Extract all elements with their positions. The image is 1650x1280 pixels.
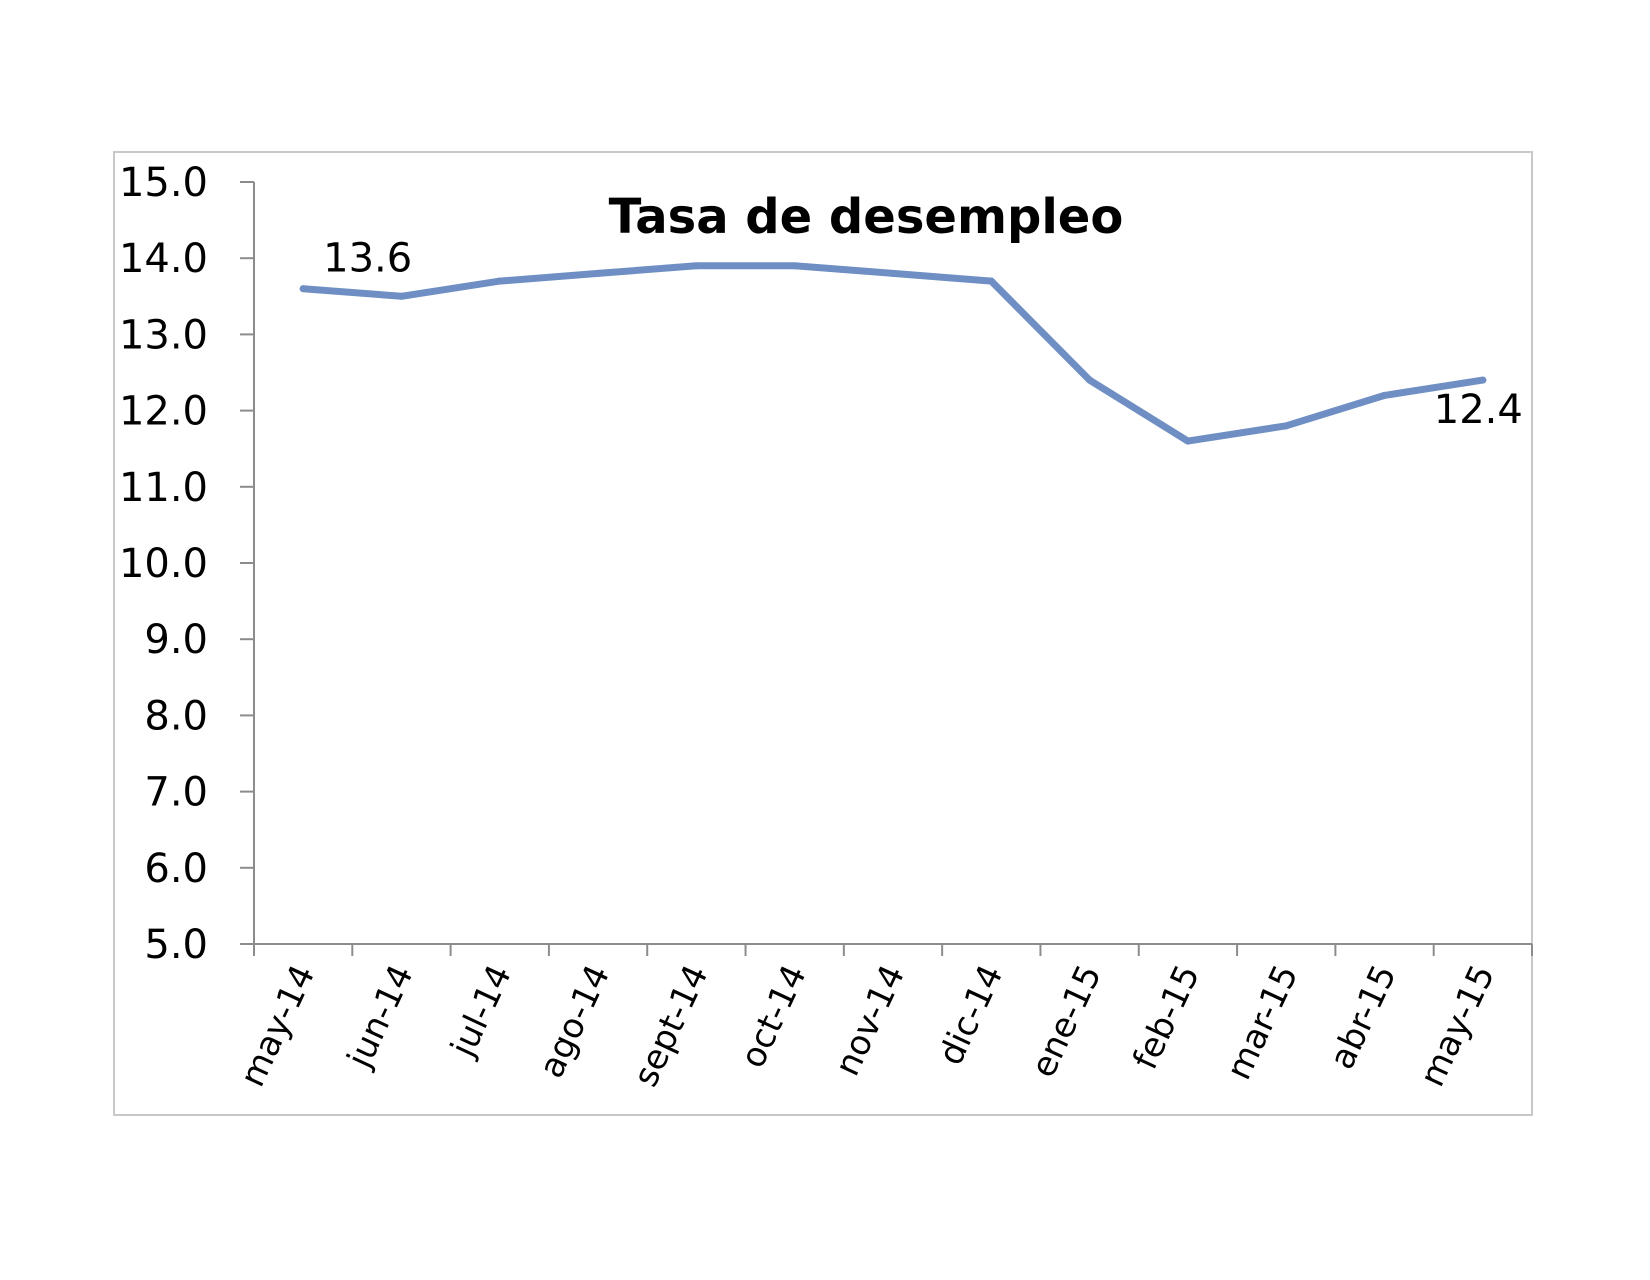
- data-point: [1381, 391, 1389, 399]
- data-point: [889, 269, 897, 277]
- data-label-layer: 13.6 12.4: [323, 236, 1523, 433]
- data-point: [1479, 376, 1487, 384]
- data-point: [791, 262, 799, 270]
- data-point: [496, 277, 504, 285]
- y-tick-label: 11.0: [119, 465, 208, 511]
- data-point: [1086, 376, 1094, 384]
- y-tick-label: 13.0: [119, 312, 208, 358]
- chart-title: Tasa de desempleo: [609, 189, 1124, 245]
- data-point: [1282, 422, 1290, 430]
- chart-border: [113, 151, 1533, 1116]
- y-tick-label: 6.0: [144, 846, 208, 892]
- y-tick-label: 12.0: [119, 389, 208, 435]
- data-point: [692, 262, 700, 270]
- y-tick-label: 15.0: [119, 160, 208, 206]
- data-point: [299, 285, 307, 293]
- data-point: [987, 277, 995, 285]
- data-label: 13.6: [323, 236, 412, 282]
- data-point: [594, 269, 602, 277]
- series-layer: [299, 262, 1487, 445]
- y-tick-label: 10.0: [119, 541, 208, 587]
- data-point: [1184, 437, 1192, 445]
- y-tick-label: 9.0: [144, 617, 208, 663]
- y-tick-label: 14.0: [119, 236, 208, 282]
- y-tick-label: 5.0: [144, 922, 208, 968]
- y-tick-label: 8.0: [144, 693, 208, 739]
- data-label: 12.4: [1434, 387, 1523, 433]
- data-point: [397, 292, 405, 300]
- y-tick-label: 7.0: [144, 770, 208, 816]
- y-axis: 5.0 6.0 7.0 8.0 9.0 10.0 11.0 12.0 13.0 14.0 15.0: [119, 160, 255, 968]
